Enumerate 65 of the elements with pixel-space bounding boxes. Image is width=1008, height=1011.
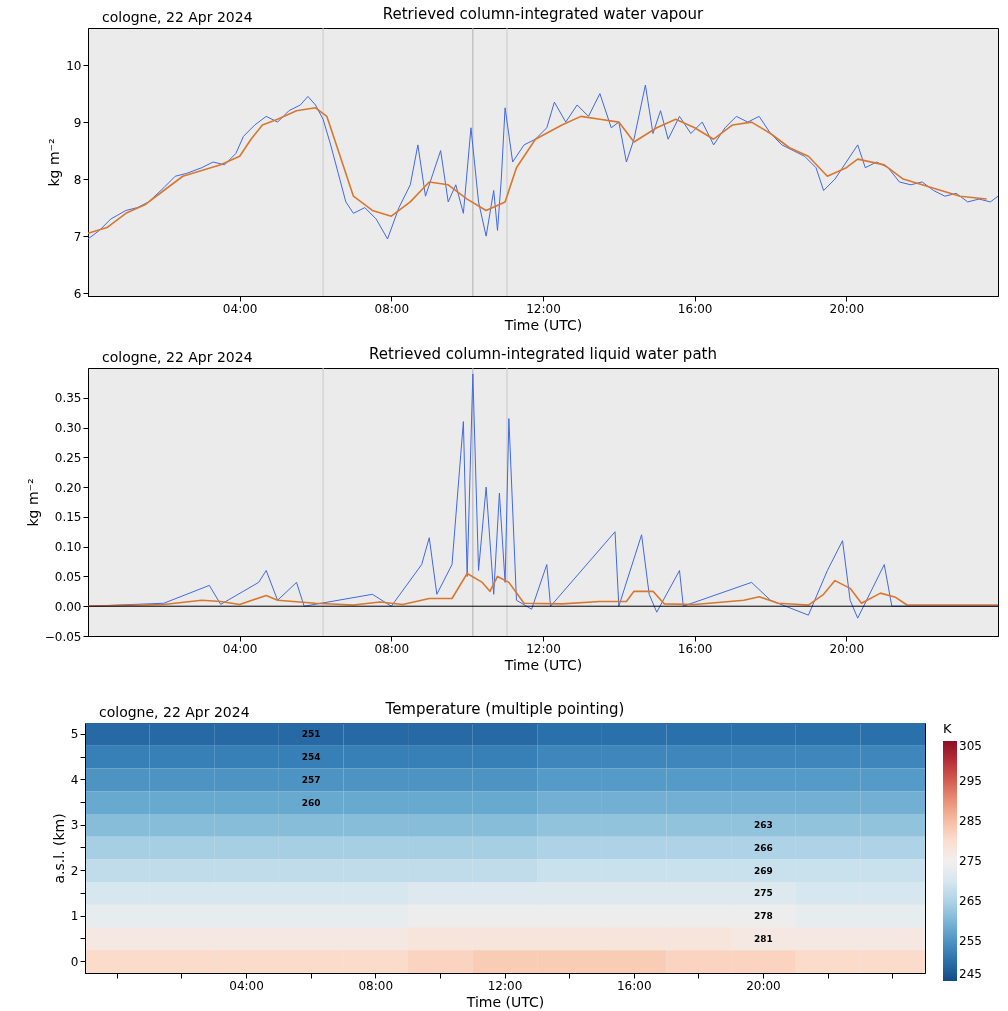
annotation: 254: [301, 752, 321, 763]
y-tick-label: 0.25: [54, 450, 82, 465]
y-tick-label: 6: [73, 286, 82, 301]
chart-title: Retrieved column-integrated liquid water path: [369, 345, 717, 363]
y-axis-title: kg m⁻²: [46, 138, 63, 187]
annotation: 269: [754, 865, 773, 876]
x-tick-label: 12:00: [526, 301, 561, 316]
x-tick-label: 04:00: [222, 301, 258, 316]
annotation: 251: [301, 729, 321, 740]
y-tick-label: 1: [70, 909, 79, 924]
x-axis-title: Time (UTC): [465, 993, 545, 1010]
y-tick-label: 10: [66, 58, 82, 73]
y-tick-label: 3: [70, 818, 79, 833]
color-bar-label: 295: [959, 774, 982, 788]
annotation: 278: [754, 911, 773, 922]
y-tick-label: 9: [73, 115, 82, 130]
y-tick-label: 0.20: [54, 480, 82, 495]
text: cologne, 22 Apr 2024: [99, 704, 250, 720]
annotation: 281: [754, 933, 773, 944]
x-axis-title: Time (UTC): [503, 316, 583, 333]
y-tick-label: 0.35: [54, 391, 82, 406]
color-bar-label: 275: [959, 854, 982, 868]
y-tick-label: 0.05: [54, 569, 82, 584]
chart-title: Retrieved column-integrated water vapour: [382, 5, 705, 23]
text: cologne, 22 Apr 2024: [102, 9, 253, 25]
chart-title: Temperature (multiple pointing): [384, 700, 625, 718]
y-tick-label: −0.05: [44, 629, 82, 644]
x-tick-label: 16:00: [677, 301, 713, 316]
text: cologne, 22 Apr 2024: [102, 349, 253, 365]
y-tick-label: 8: [73, 172, 82, 187]
x-tick-label: 12:00: [526, 641, 561, 656]
x-tick-label: 20:00: [829, 301, 865, 316]
y-tick-label: 0.00: [54, 599, 82, 614]
y-tick-label: 7: [73, 229, 82, 244]
color-bar-label: 265: [959, 894, 982, 908]
x-tick-label: 16:00: [616, 978, 652, 993]
x-tick-label: 04:00: [222, 641, 258, 656]
annotation: 263: [754, 820, 773, 831]
x-tick-label: 04:00: [229, 978, 264, 993]
y-tick-label: 0.10: [54, 540, 82, 555]
y-tick-label: 0.15: [54, 510, 82, 525]
x-tick-label: 20:00: [746, 978, 781, 993]
color-bar-label: 305: [959, 739, 982, 753]
x-tick-label: 12:00: [487, 978, 523, 993]
x-tick-label: 08:00: [358, 978, 394, 993]
color-bar-label: 255: [959, 934, 982, 948]
color-bar-label: 245: [959, 967, 982, 981]
x-tick-label: 16:00: [677, 641, 713, 656]
annotation: 257: [301, 774, 321, 785]
y-axis-title: kg m⁻²: [24, 478, 41, 527]
color-bar-label: 285: [959, 814, 982, 828]
x-tick-label: 08:00: [374, 301, 410, 316]
y-tick-label: 5: [70, 727, 79, 742]
color-bar-title: K: [943, 721, 952, 736]
y-axis-title: a.s.l. (km): [50, 813, 67, 884]
x-tick-label: 08:00: [374, 641, 410, 656]
y-tick-label: 0.30: [54, 421, 82, 436]
x-axis-title: Time (UTC): [503, 656, 583, 673]
y-tick-label: 0: [70, 954, 79, 969]
annotation: 266: [754, 843, 773, 853]
x-tick-label: 20:00: [829, 641, 865, 656]
y-tick-label: 4: [70, 772, 79, 787]
annotation: 275: [754, 888, 773, 899]
y-tick-label: 2: [70, 863, 79, 878]
annotation: 260: [301, 797, 321, 808]
